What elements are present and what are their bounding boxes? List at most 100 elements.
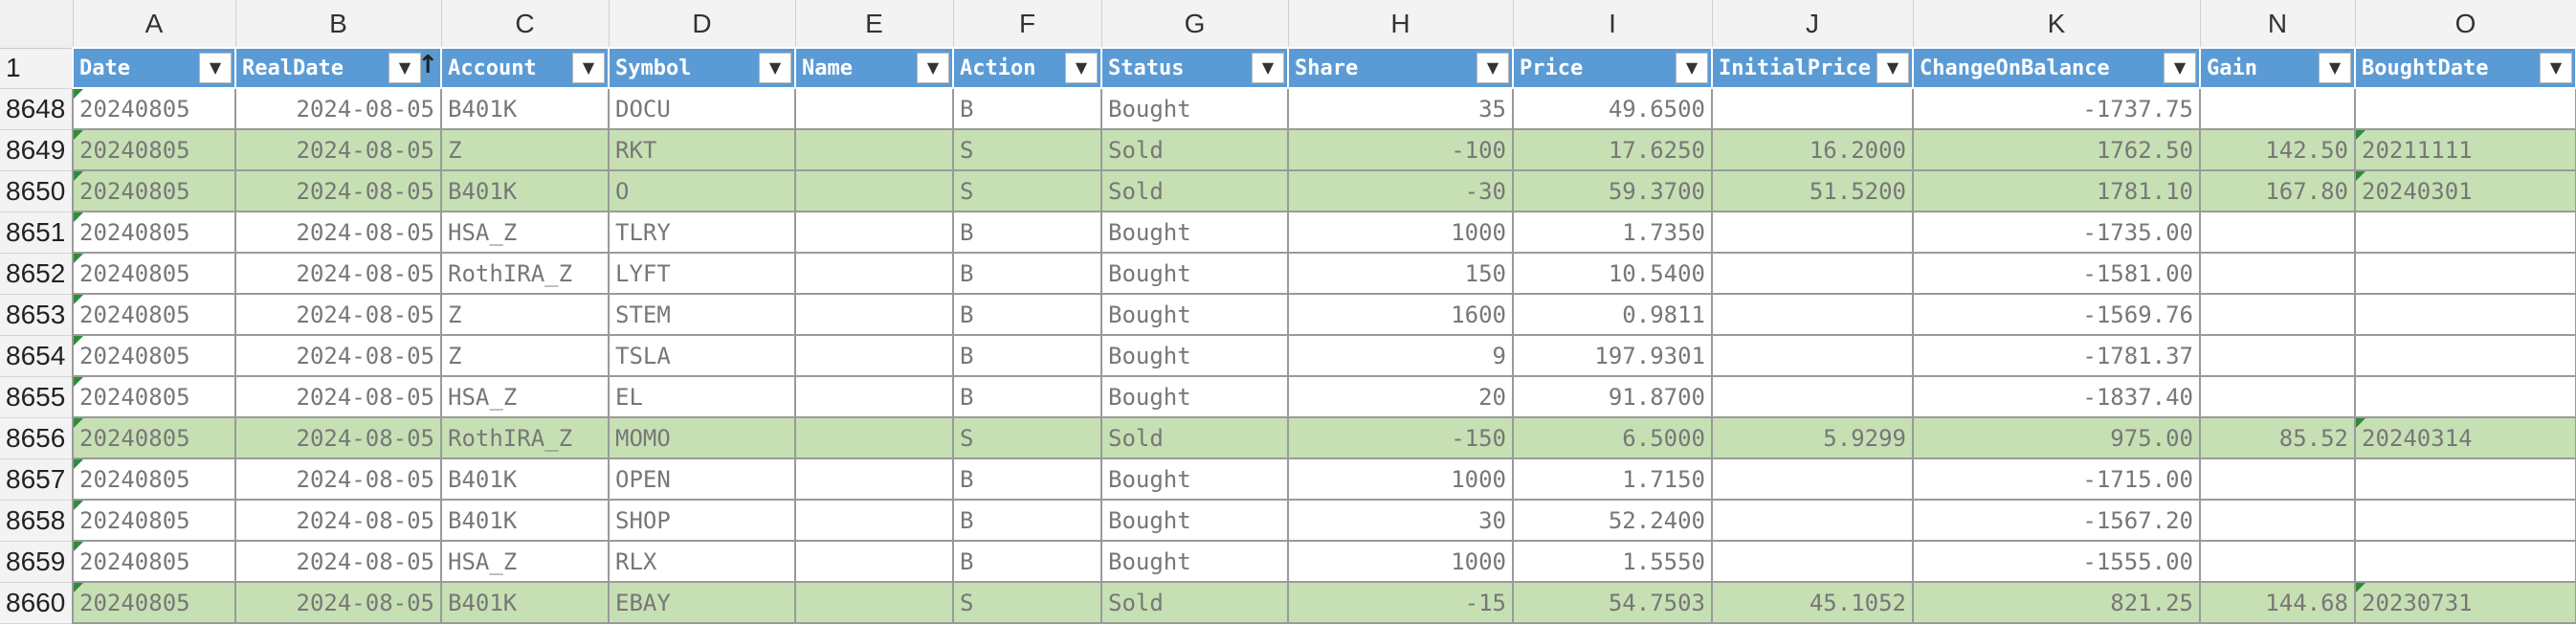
cell-boughtdate[interactable]: 20240314: [2354, 416, 2576, 459]
cell-date[interactable]: 20240805: [72, 499, 236, 542]
cell-name[interactable]: [794, 458, 954, 501]
cell-account[interactable]: B401K: [440, 87, 610, 130]
cell-action[interactable]: B: [952, 293, 1102, 336]
cell-realdate[interactable]: 2024-08-05: [234, 375, 442, 418]
cell-action[interactable]: S: [952, 416, 1102, 459]
cell-status[interactable]: Bought: [1100, 334, 1289, 377]
cell-date[interactable]: 20240805: [72, 458, 236, 501]
cell-boughtdate[interactable]: [2354, 87, 2576, 130]
cell-status[interactable]: Sold: [1100, 416, 1289, 459]
cell-gain[interactable]: [2199, 252, 2356, 295]
cell-name[interactable]: [794, 416, 954, 459]
cell-changeonbalance[interactable]: 1762.50: [1912, 128, 2201, 171]
header-cell-share[interactable]: Share ▼: [1287, 47, 1514, 89]
cell-realdate[interactable]: 2024-08-05: [234, 128, 442, 171]
cell-symbol[interactable]: OPEN: [608, 458, 796, 501]
cell-date[interactable]: 20240805: [72, 540, 236, 583]
cell-changeonbalance[interactable]: 975.00: [1912, 416, 2201, 459]
cell-status[interactable]: Bought: [1100, 252, 1289, 295]
cell-gain[interactable]: [2199, 334, 2356, 377]
cell-action[interactable]: S: [952, 128, 1102, 171]
header-cell-symbol[interactable]: Symbol ▼: [608, 47, 796, 89]
cell-price[interactable]: 10.5400: [1512, 252, 1713, 295]
cell-realdate[interactable]: 2024-08-05: [234, 499, 442, 542]
cell-share[interactable]: 1000: [1287, 540, 1514, 583]
cell-realdate[interactable]: 2024-08-05: [234, 169, 442, 212]
cell-status[interactable]: Bought: [1100, 499, 1289, 542]
cell-status[interactable]: Bought: [1100, 375, 1289, 418]
cell-initialprice[interactable]: [1711, 211, 1914, 254]
cell-share[interactable]: 35: [1287, 87, 1514, 130]
cell-date[interactable]: 20240805: [72, 293, 236, 336]
header-cell-realdate[interactable]: RealDate ↑ ▼: [234, 47, 442, 89]
cell-account[interactable]: HSA_Z: [440, 375, 610, 418]
cell-gain[interactable]: 167.80: [2199, 169, 2356, 212]
cell-gain[interactable]: [2199, 499, 2356, 542]
cell-boughtdate[interactable]: 20211111: [2354, 128, 2576, 171]
cell-realdate[interactable]: 2024-08-05: [234, 293, 442, 336]
cell-account[interactable]: B401K: [440, 169, 610, 212]
filter-dropdown-button[interactable]: ▼: [759, 53, 791, 83]
cell-initialprice[interactable]: 51.5200: [1711, 169, 1914, 212]
cell-changeonbalance[interactable]: -1581.00: [1912, 252, 2201, 295]
cell-account[interactable]: Z: [440, 334, 610, 377]
cell-initialprice[interactable]: [1711, 293, 1914, 336]
row-number[interactable]: 8654: [0, 335, 74, 377]
cell-changeonbalance[interactable]: -1715.00: [1912, 458, 2201, 501]
column-header-a[interactable]: A: [73, 0, 236, 49]
cell-boughtdate[interactable]: 20240301: [2354, 169, 2576, 212]
cell-share[interactable]: 1600: [1287, 293, 1514, 336]
cell-account[interactable]: B401K: [440, 458, 610, 501]
filter-dropdown-button[interactable]: ▼: [1477, 53, 1509, 83]
cell-changeonbalance[interactable]: -1781.37: [1912, 334, 2201, 377]
cell-initialprice[interactable]: [1711, 458, 1914, 501]
cell-date[interactable]: 20240805: [72, 87, 236, 130]
cell-initialprice[interactable]: [1711, 499, 1914, 542]
cell-realdate[interactable]: 2024-08-05: [234, 458, 442, 501]
cell-share[interactable]: 9: [1287, 334, 1514, 377]
cell-date[interactable]: 20240805: [72, 252, 236, 295]
cell-share[interactable]: 1000: [1287, 211, 1514, 254]
cell-action[interactable]: B: [952, 211, 1102, 254]
cell-name[interactable]: [794, 540, 954, 583]
cell-initialprice[interactable]: [1711, 87, 1914, 130]
cell-changeonbalance[interactable]: -1555.00: [1912, 540, 2201, 583]
cell-name[interactable]: [794, 334, 954, 377]
cell-price[interactable]: 1.7350: [1512, 211, 1713, 254]
row-number[interactable]: 8656: [0, 417, 74, 459]
cell-name[interactable]: [794, 252, 954, 295]
row-number[interactable]: 8648: [0, 88, 74, 130]
cell-date[interactable]: 20240805: [72, 211, 236, 254]
cell-initialprice[interactable]: [1711, 252, 1914, 295]
cell-boughtdate[interactable]: [2354, 293, 2576, 336]
cell-action[interactable]: B: [952, 540, 1102, 583]
cell-realdate[interactable]: 2024-08-05: [234, 334, 442, 377]
cell-changeonbalance[interactable]: 821.25: [1912, 581, 2201, 624]
cell-symbol[interactable]: DOCU: [608, 87, 796, 130]
cell-date[interactable]: 20240805: [72, 128, 236, 171]
column-header-e[interactable]: E: [795, 0, 954, 49]
cell-changeonbalance[interactable]: -1735.00: [1912, 211, 2201, 254]
cell-symbol[interactable]: TLRY: [608, 211, 796, 254]
cell-gain[interactable]: 85.52: [2199, 416, 2356, 459]
cell-action[interactable]: B: [952, 334, 1102, 377]
header-cell-boughtdate[interactable]: BoughtDate ▼: [2354, 47, 2576, 89]
cell-account[interactable]: Z: [440, 128, 610, 171]
filter-dropdown-button[interactable]: ▼: [1252, 53, 1284, 83]
cell-initialprice[interactable]: [1711, 375, 1914, 418]
cell-share[interactable]: -150: [1287, 416, 1514, 459]
cell-initialprice[interactable]: [1711, 334, 1914, 377]
header-cell-initialprice[interactable]: InitialPrice ▼: [1711, 47, 1914, 89]
filter-dropdown-button[interactable]: ▼: [2319, 53, 2351, 83]
header-cell-name[interactable]: Name ▼: [794, 47, 954, 89]
filter-dropdown-button[interactable]: ▼: [389, 53, 421, 83]
cell-status[interactable]: Sold: [1100, 581, 1289, 624]
cell-gain[interactable]: [2199, 87, 2356, 130]
cell-action[interactable]: B: [952, 87, 1102, 130]
cell-symbol[interactable]: MOMO: [608, 416, 796, 459]
column-header-k[interactable]: K: [1913, 0, 2201, 49]
cell-price[interactable]: 6.5000: [1512, 416, 1713, 459]
cell-price[interactable]: 59.3700: [1512, 169, 1713, 212]
cell-realdate[interactable]: 2024-08-05: [234, 87, 442, 130]
cell-gain[interactable]: [2199, 293, 2356, 336]
